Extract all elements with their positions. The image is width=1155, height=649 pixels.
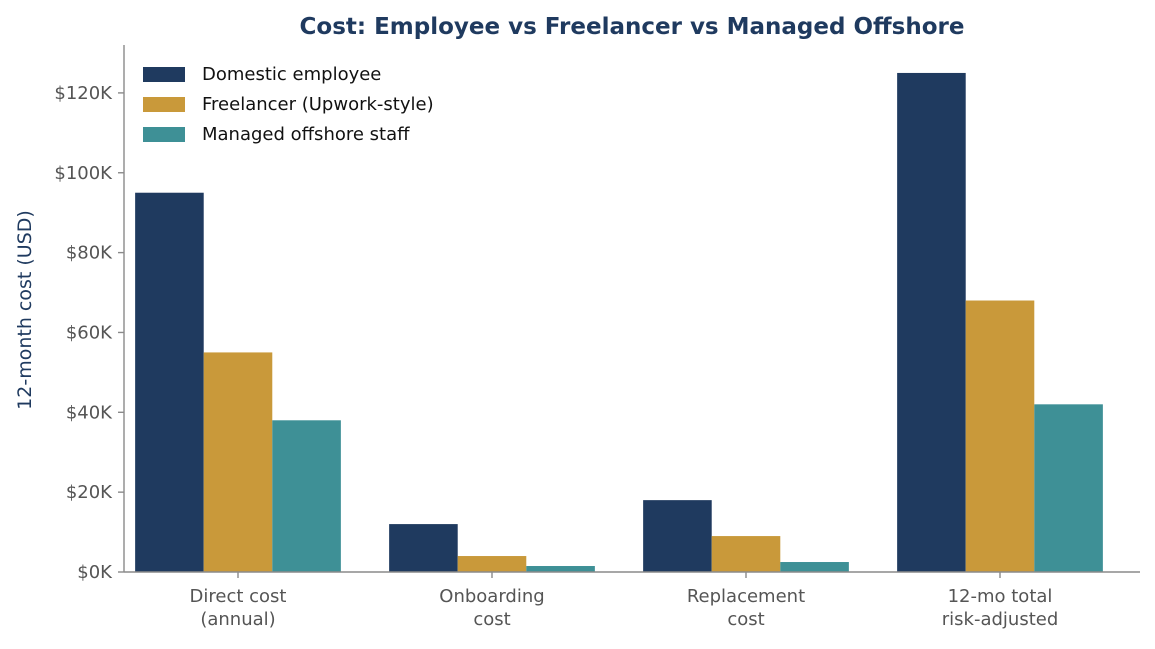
bar — [1034, 404, 1103, 572]
bar — [203, 352, 273, 572]
y-tick-label: $0K — [77, 562, 113, 583]
bars — [135, 72, 1103, 573]
y-tick-label: $80K — [66, 243, 113, 264]
legend-swatch — [143, 127, 185, 142]
y-tick-label: $120K — [54, 83, 113, 104]
legend-label: Freelancer (Upwork-style) — [202, 94, 434, 115]
bar — [135, 192, 204, 572]
bar — [965, 300, 1035, 572]
x-tick-label: cost — [473, 609, 510, 630]
y-tick-label: $100K — [54, 163, 113, 184]
x-tick-label: 12-mo total — [948, 586, 1053, 607]
chart-title: Cost: Employee vs Freelancer vs Managed … — [300, 14, 965, 40]
x-tick-label: risk-adjusted — [942, 609, 1059, 630]
y-axis-ticks: $0K $20K $40K $60K $80K $100K $120K — [54, 83, 124, 583]
bar — [526, 566, 595, 572]
y-tick-label: $20K — [66, 482, 113, 503]
bar — [643, 500, 712, 572]
bar — [457, 556, 527, 572]
bar — [897, 72, 966, 573]
legend-swatch — [143, 97, 185, 112]
legend-label: Domestic employee — [202, 64, 381, 85]
bar — [389, 524, 458, 572]
legend-label: Managed offshore staff — [202, 124, 410, 145]
x-tick-label: Onboarding — [439, 586, 544, 607]
x-tick-label: (annual) — [200, 609, 275, 630]
x-tick-label: Direct cost — [190, 586, 287, 607]
x-axis-tick-labels: Direct cost(annual)OnboardingcostReplace… — [190, 572, 1059, 630]
y-axis-label: 12-month cost (USD) — [14, 210, 36, 410]
legend-swatch — [143, 67, 185, 82]
bar — [780, 562, 849, 572]
bar — [711, 536, 781, 572]
x-tick-label: cost — [727, 609, 764, 630]
y-tick-label: $60K — [66, 322, 113, 343]
x-tick-label: Replacement — [687, 586, 805, 607]
y-tick-label: $40K — [66, 402, 113, 423]
legend: Domestic employee Freelancer (Upwork-styl… — [143, 64, 434, 145]
bar — [272, 420, 341, 572]
